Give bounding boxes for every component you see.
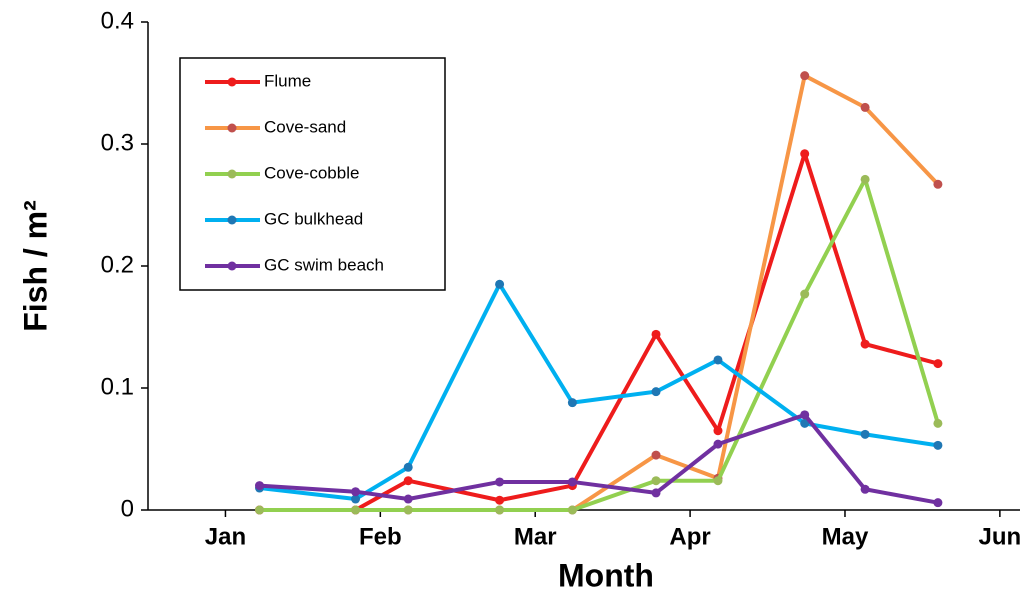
x-tick-label: May (822, 523, 869, 550)
data-point (567, 505, 577, 515)
legend-marker (227, 123, 237, 133)
y-tick-label: 0 (121, 495, 134, 522)
legend-marker (227, 215, 237, 225)
data-point (495, 477, 505, 487)
data-point (800, 410, 810, 420)
data-point (403, 494, 413, 504)
data-point (860, 339, 870, 349)
data-point (403, 462, 413, 472)
data-point (651, 488, 661, 498)
legend-marker (227, 261, 237, 271)
data-point (351, 505, 361, 515)
data-point (800, 71, 810, 81)
data-point (713, 439, 723, 449)
data-point (933, 179, 943, 189)
data-point (860, 174, 870, 184)
data-point (860, 484, 870, 494)
y-tick-label: 0.4 (101, 7, 134, 34)
data-point (255, 505, 265, 515)
data-point (651, 329, 661, 339)
x-tick-label: Mar (514, 523, 557, 550)
legend-marker (227, 77, 237, 87)
data-point (651, 476, 661, 486)
data-point (800, 418, 810, 428)
data-point (651, 450, 661, 460)
data-point (933, 498, 943, 508)
legend-label: Cove-sand (264, 117, 346, 136)
data-point (495, 505, 505, 515)
data-point (403, 505, 413, 515)
data-point (351, 494, 361, 504)
legend-label: GC bulkhead (264, 209, 363, 228)
legend-label: Cove-cobble (264, 163, 359, 182)
data-point (713, 476, 723, 486)
data-point (860, 429, 870, 439)
y-tick-label: 0.2 (101, 251, 134, 278)
series-line (259, 412, 939, 505)
series-line (259, 177, 940, 512)
data-point (933, 440, 943, 450)
y-tick-label: 0.1 (101, 373, 134, 400)
x-tick-label: Feb (359, 523, 402, 550)
legend-marker (227, 169, 237, 179)
x-tick-label: Jan (205, 523, 246, 550)
x-tick-label: Apr (669, 523, 710, 550)
data-point (713, 426, 723, 436)
legend-label: Flume (264, 71, 311, 90)
x-axis-label: Month (558, 557, 654, 593)
series-line (259, 282, 939, 502)
data-point (255, 481, 265, 491)
data-point (403, 476, 413, 486)
data-point (495, 495, 505, 505)
data-point (933, 359, 943, 369)
data-point (800, 289, 810, 299)
legend-label: GC swim beach (264, 255, 384, 274)
data-point (351, 487, 361, 497)
data-point (713, 355, 723, 365)
data-point (495, 279, 505, 289)
y-tick-label: 0.3 (101, 129, 134, 156)
data-point (860, 102, 870, 112)
data-point (933, 418, 943, 428)
data-point (800, 149, 810, 159)
x-tick-label: Jun (979, 523, 1022, 550)
data-point (651, 387, 661, 397)
data-point (567, 477, 577, 487)
data-point (567, 398, 577, 408)
y-axis-label: Fish / m² (17, 200, 53, 332)
